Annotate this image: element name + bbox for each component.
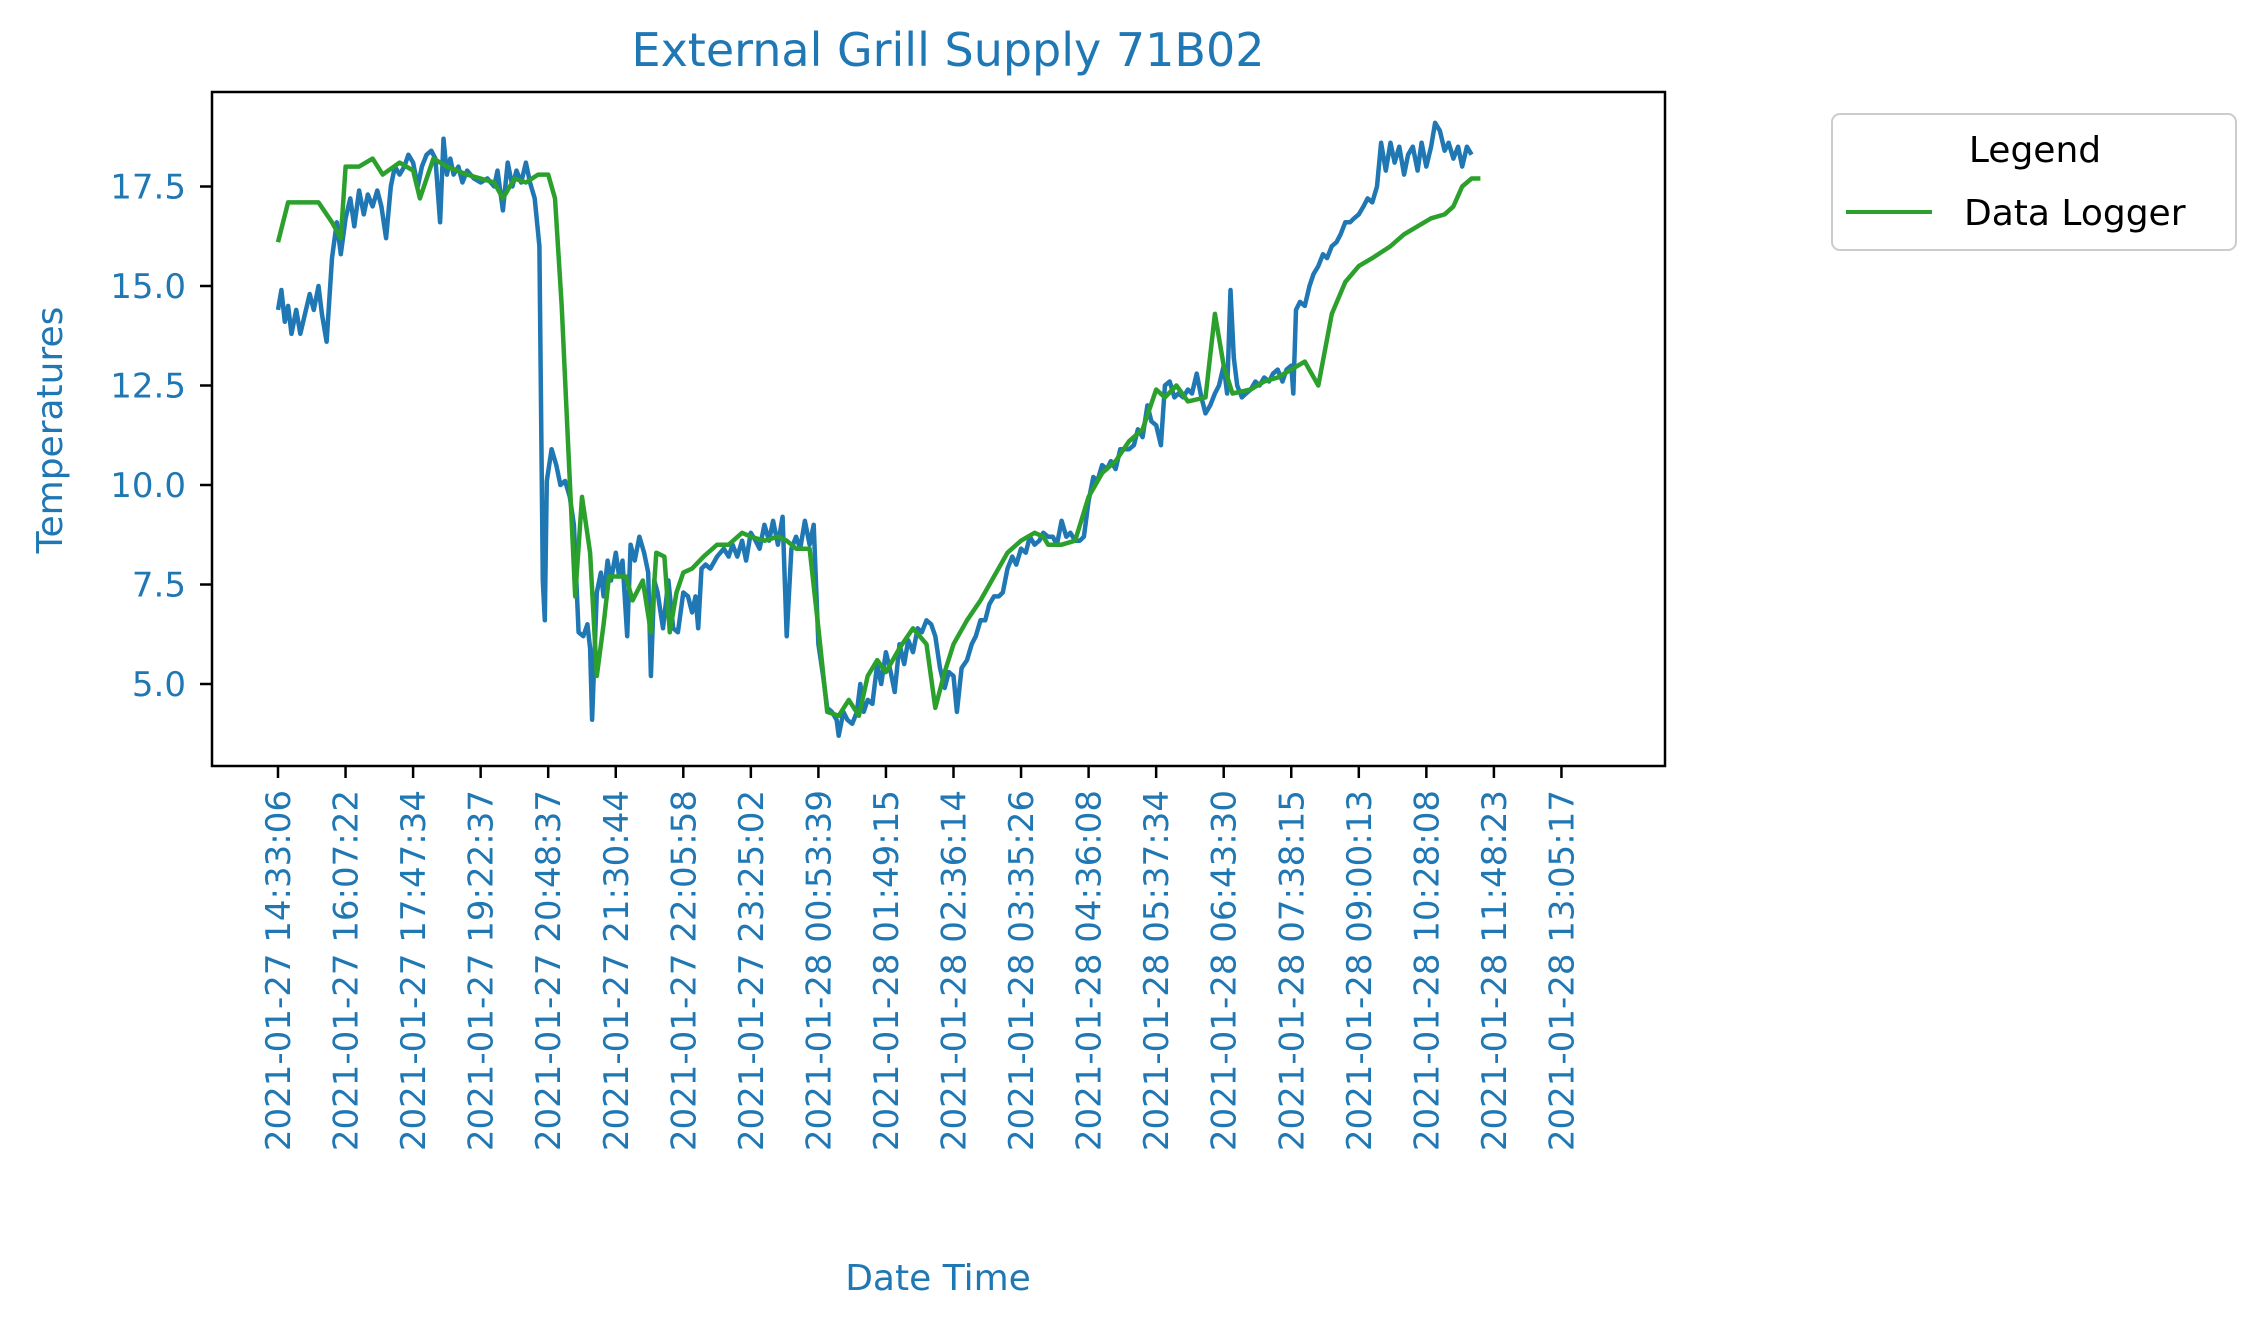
x-tick-label: 2021-01-27 23:25:02 <box>732 790 772 1151</box>
x-tick-label: 2021-01-28 10:28:08 <box>1407 790 1447 1151</box>
x-tick-label: 2021-01-27 22:05:58 <box>664 790 704 1151</box>
x-tick-label: 2021-01-28 06:43:30 <box>1205 790 1245 1151</box>
series-line-data-logger <box>275 156 1481 719</box>
series-line-sensor <box>275 120 1474 738</box>
chart-title: External Grill Supply 71B02 <box>632 23 1265 77</box>
legend-box <box>1831 113 2237 251</box>
legend-title: Legend <box>1969 130 2101 171</box>
x-tick-label: 2021-01-27 21:30:44 <box>597 790 637 1151</box>
y-tick-label: 7.5 <box>132 566 186 606</box>
x-axis-label: Date Time <box>845 1258 1031 1299</box>
y-axis-label: Temperatures <box>30 307 71 555</box>
x-tick-label: 2021-01-28 02:36:14 <box>935 790 975 1151</box>
x-tick-label: 2021-01-27 17:47:34 <box>394 790 434 1151</box>
x-tick-label: 2021-01-28 00:53:39 <box>799 790 839 1151</box>
y-tick-label: 17.5 <box>110 168 186 208</box>
x-tick-label: 2021-01-28 04:36:08 <box>1070 790 1110 1151</box>
plot-frame <box>210 90 1667 768</box>
series-layer <box>275 120 1481 738</box>
x-tick-label: 2021-01-27 20:48:37 <box>529 790 569 1151</box>
x-tick-label: 2021-01-28 09:00:13 <box>1340 790 1380 1151</box>
x-tick-label: 2021-01-28 01:49:15 <box>867 790 907 1151</box>
y-tick-label: 5.0 <box>132 665 186 705</box>
x-tick-label: 2021-01-27 14:33:06 <box>259 790 299 1151</box>
y-tick-label: 15.0 <box>110 267 186 307</box>
x-tick-label: 2021-01-28 07:38:15 <box>1272 790 1312 1151</box>
x-tick-label: 2021-01-27 19:22:37 <box>462 790 502 1151</box>
x-tick-label: 2021-01-28 11:48:23 <box>1475 790 1515 1151</box>
y-axis: 5.0 7.5 10.0 12.5 15.0 17.5 <box>110 168 212 705</box>
x-tick-label: 2021-01-28 13:05:17 <box>1542 790 1582 1151</box>
x-tick-label: 2021-01-28 05:37:34 <box>1137 790 1177 1151</box>
legend-entry-data-logger: Data Logger <box>1964 193 2186 234</box>
x-axis: 2021-01-27 14:33:06 2021-01-27 16:07:22 20… <box>259 766 1582 1151</box>
legend: Legend Data Logger <box>1831 113 2237 251</box>
y-tick-label: 12.5 <box>110 367 186 407</box>
x-tick-label: 2021-01-28 03:35:26 <box>1002 790 1042 1151</box>
x-tick-label: 2021-01-27 16:07:22 <box>327 790 367 1151</box>
y-tick-label: 10.0 <box>110 466 186 506</box>
